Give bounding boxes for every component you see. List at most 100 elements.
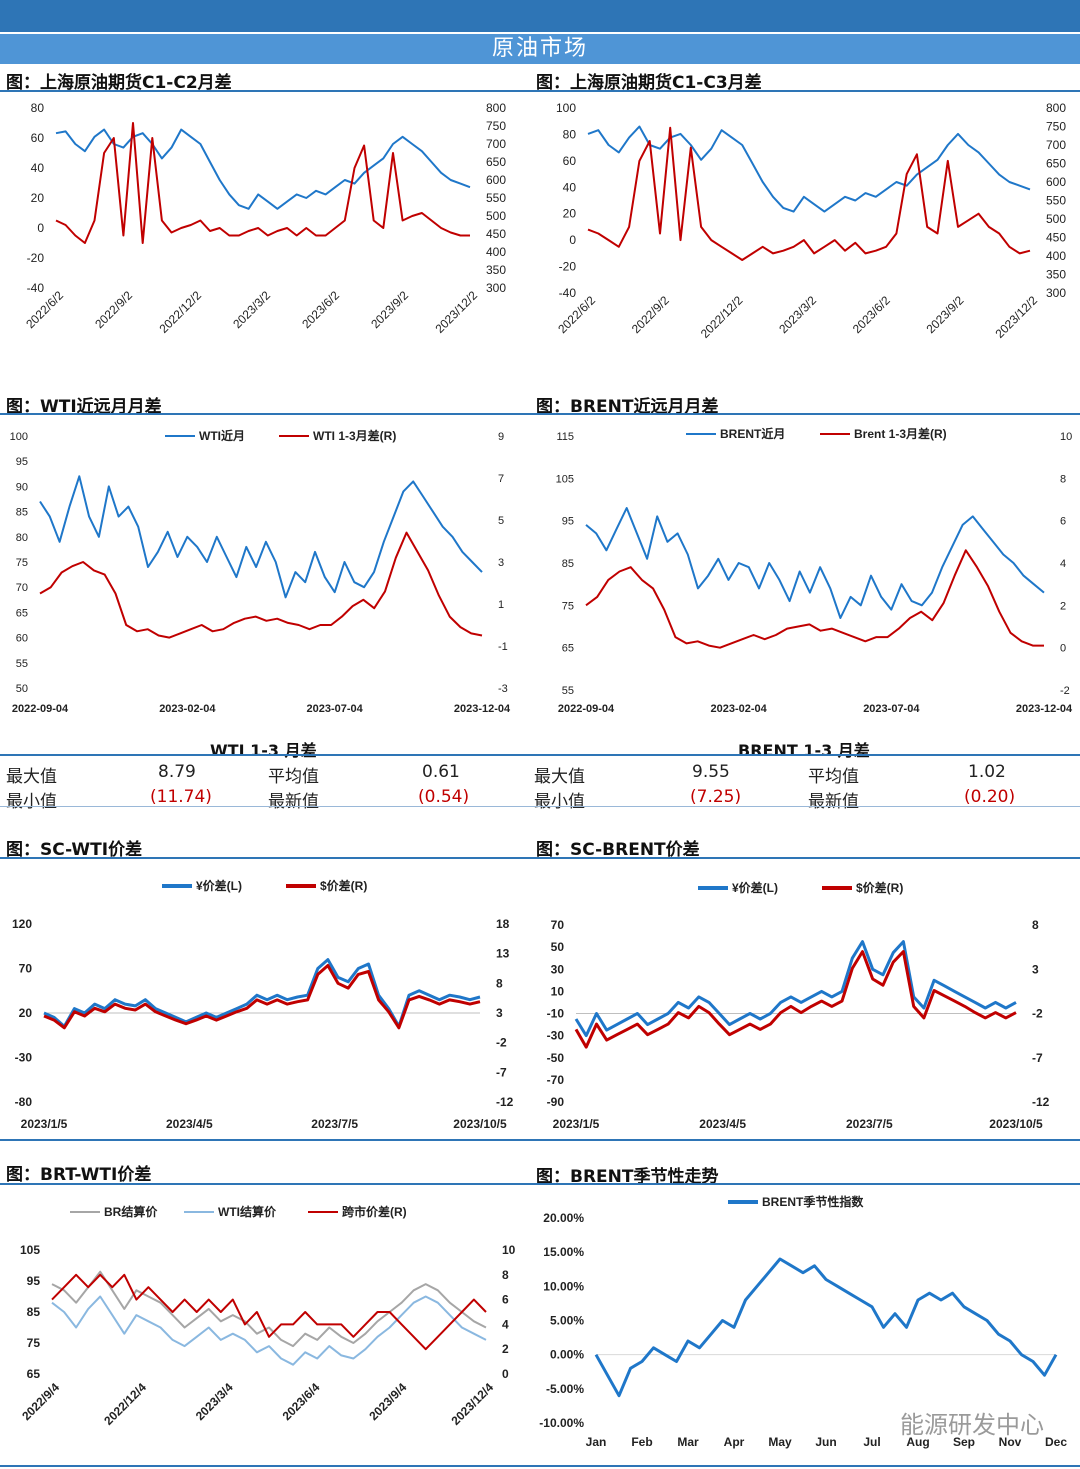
top-bar — [0, 0, 1080, 32]
y-right-tick: 13 — [496, 947, 510, 961]
x-tick: 2023/9/2 — [368, 288, 411, 331]
y-left-tick: 95 — [27, 1274, 41, 1288]
divider — [0, 1465, 1080, 1467]
x-tick: Jul — [863, 1435, 880, 1449]
stats-brent-title: BRENT 1-3 月差 — [738, 741, 870, 760]
divider — [0, 754, 1080, 756]
series-line — [574, 950, 1017, 1049]
x-tick: 2023-12-04 — [454, 703, 511, 715]
x-tick: 2023/1/5 — [553, 1117, 600, 1131]
y-left-tick: 0.00% — [550, 1348, 584, 1362]
y-left-tick: 80 — [31, 101, 45, 115]
y-left-tick: 5.00% — [550, 1314, 584, 1328]
y-right-tick: -1 — [498, 641, 508, 653]
divider — [0, 1183, 1080, 1185]
y-left-tick: 75 — [27, 1336, 41, 1350]
title-c1c2: 图：上海原油期货C1-C2月差 — [6, 73, 232, 93]
y-left-tick: -40 — [27, 281, 45, 295]
legend-label: BR结算价 — [104, 1204, 158, 1219]
y-left-tick: 80 — [563, 127, 577, 141]
x-tick: 2023/10/5 — [989, 1117, 1043, 1131]
x-tick-group: 2022/12/2 — [156, 288, 204, 336]
x-tick: Nov — [999, 1435, 1022, 1449]
stat-label: 平均值 — [268, 767, 319, 787]
y-right-tick: 3 — [498, 557, 504, 569]
y-right-tick: 550 — [1046, 194, 1066, 208]
y-right-tick: 6 — [502, 1293, 509, 1307]
y-right-tick: 800 — [1046, 101, 1066, 115]
y-left-tick: 65 — [562, 643, 574, 655]
y-right-tick: 300 — [1046, 286, 1066, 300]
x-tick: Feb — [631, 1435, 652, 1449]
x-tick: Sep — [953, 1435, 975, 1449]
y-left-tick: 85 — [16, 507, 28, 519]
stat-label: 最大值 — [6, 767, 57, 787]
y-left-tick: 75 — [16, 557, 28, 569]
y-right-tick: -2 — [1060, 685, 1070, 697]
series-line — [43, 958, 481, 1028]
series-line — [55, 128, 471, 210]
x-tick: 2022/9/2 — [92, 288, 135, 331]
x-tick-group: 2023/9/4 — [366, 1380, 409, 1423]
x-tick: 2023-07-04 — [307, 703, 364, 715]
x-tick: 2023/4/5 — [699, 1117, 746, 1131]
y-left-tick: 20.00% — [543, 1211, 584, 1225]
x-tick: 2023-12-04 — [1016, 703, 1073, 715]
series-line — [574, 940, 1017, 1038]
y-right-tick: -12 — [1032, 1095, 1050, 1109]
stat-value: 1.02 — [968, 762, 1006, 782]
y-right-tick: 10 — [502, 1243, 516, 1257]
chart-brt-wti: 105 95 85 75 65 10 8 6 4 2 0 2022/9/4 2022/12/4 2023/… — [19, 1204, 516, 1428]
series-line — [39, 475, 483, 599]
y-right-tick: 700 — [486, 137, 506, 151]
y-left-tick: 95 — [562, 516, 574, 528]
legend-label: BRENT近月 — [720, 426, 785, 441]
y-right-tick: 750 — [486, 119, 506, 133]
legend-label: $价差(R) — [856, 880, 903, 895]
y-left-tick: 50 — [551, 940, 565, 954]
stat-value: (0.20) — [964, 787, 1016, 807]
y-right-tick: 3 — [1032, 962, 1039, 976]
stat-label: 最新值 — [268, 792, 319, 812]
y-right-tick: 1 — [498, 599, 504, 611]
y-right-tick: 450 — [486, 227, 506, 241]
y-right-tick: 10 — [1060, 431, 1072, 443]
y-right-tick: 750 — [1046, 120, 1066, 134]
y-left-tick: -90 — [547, 1095, 565, 1109]
y-right-tick: 6 — [1060, 516, 1066, 528]
series-line — [594, 1257, 1058, 1398]
x-tick-group: 2022/9/4 — [19, 1380, 62, 1423]
x-tick-group: 2023/6/2 — [850, 293, 893, 336]
series-line — [587, 125, 1031, 213]
y-right-tick: 700 — [1046, 138, 1066, 152]
x-tick: 2022/12/2 — [156, 288, 204, 336]
chart-wti: 1009590858075706560555097531-1-32022-09-… — [10, 428, 511, 715]
stat-value: 8.79 — [158, 762, 196, 782]
y-left-tick: 30 — [551, 962, 565, 976]
y-left-tick: -10 — [547, 1007, 565, 1021]
y-right-tick: 3 — [496, 1006, 503, 1020]
y-left-tick: 95 — [16, 456, 28, 468]
x-tick: 2022-09-04 — [12, 703, 69, 715]
y-right-tick: 4 — [502, 1317, 509, 1331]
x-tick: 2023/6/2 — [850, 293, 893, 336]
series-line — [585, 507, 1045, 619]
y-right-tick: 600 — [486, 173, 506, 187]
x-tick: Dec — [1045, 1435, 1067, 1449]
title-wti-spread: 图：WTI近远月月差 — [6, 397, 162, 417]
y-left-tick: 90 — [16, 481, 28, 493]
x-tick: May — [768, 1435, 792, 1449]
y-left-tick: 60 — [31, 131, 45, 145]
y-right-tick: 650 — [486, 155, 506, 169]
x-tick: 2023/7/5 — [311, 1117, 358, 1131]
y-right-tick: -2 — [1032, 1007, 1043, 1021]
stat-label: 最大值 — [534, 767, 585, 787]
title-sc-wti: 图：SC-WTI价差 — [6, 840, 143, 860]
y-left-tick: -30 — [15, 1051, 33, 1065]
y-left-tick: 60 — [16, 633, 28, 645]
y-left-tick: 55 — [562, 685, 574, 697]
y-left-tick: 75 — [562, 600, 574, 612]
y-right-tick: 4 — [1060, 558, 1066, 570]
y-right-tick: 9 — [498, 431, 504, 443]
x-tick-group: 2023/3/2 — [230, 288, 273, 331]
